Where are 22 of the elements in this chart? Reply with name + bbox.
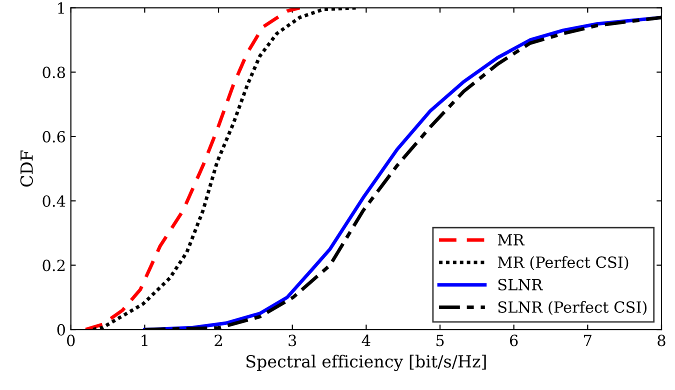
y-tick-label: 0.4 (42, 195, 66, 207)
y-tick-label: 0.2 (42, 260, 65, 272)
line-series (84, 8, 302, 330)
x-tick-label: 7 (584, 334, 592, 346)
x-tick-label: 1 (142, 334, 148, 346)
x-tick-label: 6 (510, 334, 518, 346)
x-tick-label: 8 (658, 334, 666, 346)
legend-label: SLNR (498, 278, 543, 290)
x-tick-label: 4 (362, 334, 370, 346)
x-tick-label: 0 (67, 334, 75, 346)
legend-label: SLNR (Perfect CSI) (498, 301, 647, 316)
x-tick-label: 3 (288, 334, 296, 346)
legend-label: MR (Perfect CSI) (498, 256, 628, 270)
x-tick-label: 2 (214, 334, 222, 346)
x-tick-label: 5 (436, 334, 444, 346)
legend-label: MR (498, 234, 525, 246)
y-axis-title: CDF (20, 150, 33, 187)
x-axis-title: Spectral efficiency [bit/s/Hz] (246, 354, 486, 372)
y-tick-label: 0 (57, 324, 65, 336)
y-tick-label: 1 (58, 2, 64, 14)
y-tick-label: 0.6 (42, 130, 66, 143)
y-tick-label: 0.8 (42, 66, 65, 78)
